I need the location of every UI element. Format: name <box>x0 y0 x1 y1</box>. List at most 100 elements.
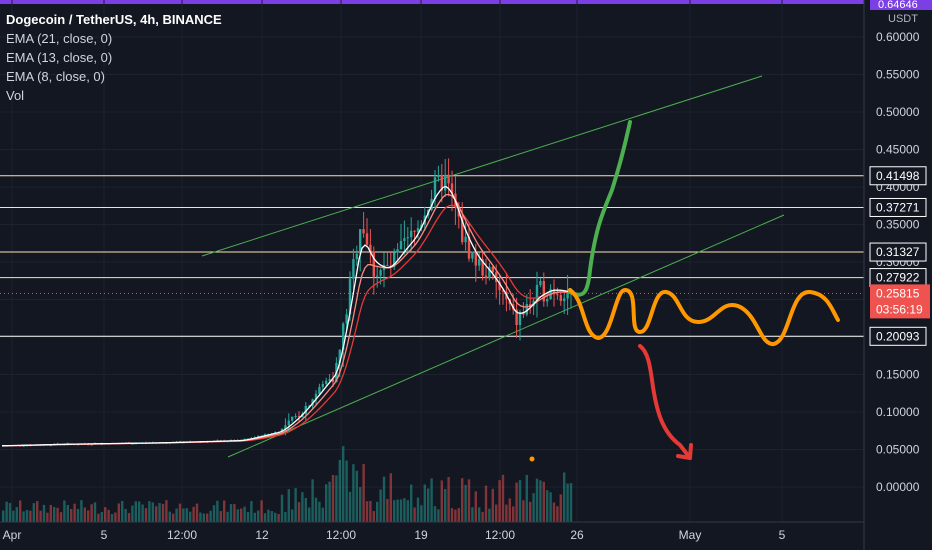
volume-bar <box>382 476 386 522</box>
volume-bar <box>525 475 528 522</box>
candle-body <box>359 229 362 254</box>
candle-body <box>481 259 484 276</box>
symbol-title: Dogecoin / TetherUS, 4h, BINANCE <box>6 12 222 27</box>
volume-bar <box>396 499 399 522</box>
volume-bar <box>12 510 15 522</box>
indicator-ema8[interactable]: EMA (8, close, 0) <box>6 69 105 84</box>
volume-bar <box>549 492 552 522</box>
volume-bar <box>284 511 287 522</box>
volume-bar <box>182 508 185 522</box>
candle-body <box>495 272 498 282</box>
y-tick-label: 0.05000 <box>876 443 920 457</box>
volume-bar <box>512 506 515 522</box>
top-accent-bar <box>0 0 932 4</box>
volume-bar <box>379 489 382 522</box>
volume-bar <box>56 507 59 522</box>
volume-bar <box>345 460 348 522</box>
volume-bar <box>410 484 413 522</box>
volume-bar <box>134 501 137 522</box>
volume-bar <box>274 512 277 522</box>
sideways-projection-path <box>568 287 840 346</box>
candle-body <box>403 238 406 242</box>
volume-bars <box>2 446 573 522</box>
volume-bar <box>471 507 474 522</box>
volume-bar <box>498 480 501 522</box>
candle-body <box>559 295 562 301</box>
volume-bar <box>365 501 369 522</box>
volume-bar <box>93 502 97 522</box>
volume-bar <box>515 482 518 522</box>
top-price-label: 0.64646 <box>878 0 918 11</box>
trend-channel <box>201 75 785 458</box>
volume-bar <box>342 446 345 522</box>
volume-bar <box>250 501 253 522</box>
candle-body <box>542 280 545 302</box>
candle-body <box>297 416 301 418</box>
volume-bar <box>501 474 505 522</box>
candle-body <box>471 251 474 259</box>
volume-bar <box>529 501 532 522</box>
volume-bar <box>376 501 379 522</box>
volume-bar <box>491 488 494 522</box>
last-price-label: 0.25815 <box>876 286 920 300</box>
volume-bar <box>148 501 151 522</box>
candle-body <box>284 425 287 429</box>
volume-bar <box>257 510 260 522</box>
volume-bar <box>304 497 307 522</box>
candle-body <box>518 312 522 325</box>
volume-bar <box>362 463 365 522</box>
price-level-tag <box>869 242 927 262</box>
grid <box>0 0 864 522</box>
volume-bar <box>168 511 171 522</box>
volume-bar <box>229 504 233 522</box>
volume-bar <box>212 505 216 522</box>
volume-bar <box>127 513 131 522</box>
price-level-label: 0.20093 <box>876 329 920 343</box>
volume-bar <box>321 507 324 522</box>
indicator-ema13[interactable]: EMA (13, close, 0) <box>6 50 113 65</box>
volume-bar <box>335 475 338 522</box>
candle-body <box>314 393 318 400</box>
candle-body <box>546 298 549 302</box>
ema-lines <box>2 185 573 447</box>
ema21-line <box>2 204 573 447</box>
x-tick-label: 12:00 <box>326 528 356 542</box>
price-level-label: 0.41498 <box>876 169 920 183</box>
volume-bar <box>240 508 243 522</box>
candle-body <box>355 253 358 260</box>
volume-bar <box>260 500 263 522</box>
volume-bar <box>505 504 508 522</box>
volume-bar <box>161 503 165 522</box>
volume-bar <box>131 505 134 522</box>
volume-bar <box>464 484 467 522</box>
indicator-ema21[interactable]: EMA (21, close, 0) <box>6 31 113 46</box>
volume-bar <box>318 501 321 522</box>
x-tick-label: 26 <box>570 528 584 542</box>
y-tick-label: 0.60000 <box>876 30 920 44</box>
indicator-volume[interactable]: Vol <box>6 88 25 103</box>
volume-bar <box>155 506 158 522</box>
volume-bar <box>226 511 229 522</box>
price-level-tag <box>869 197 927 217</box>
volume-bar <box>36 501 39 522</box>
candle-body <box>294 416 297 418</box>
price-level-label: 0.31327 <box>876 245 920 259</box>
volume-bar <box>53 507 56 522</box>
candle-body <box>90 444 93 446</box>
volume-bar <box>389 473 392 522</box>
candle-body <box>488 266 491 278</box>
time-axis[interactable]: Apr 5 12:00 12 12:00 19 12:00 26 May 5 <box>3 528 786 542</box>
volume-bar <box>546 490 549 522</box>
candle-body <box>304 405 307 414</box>
candle-body <box>552 289 556 295</box>
volume-bar <box>42 504 46 522</box>
candle-body <box>291 416 294 421</box>
candle-body <box>386 264 389 266</box>
y-tick-label: 0.00000 <box>876 480 920 494</box>
x-tick-label: Apr <box>3 528 22 542</box>
x-tick-label: May <box>679 528 702 542</box>
bullish-projection-path <box>568 120 632 297</box>
candle-body <box>535 284 539 301</box>
